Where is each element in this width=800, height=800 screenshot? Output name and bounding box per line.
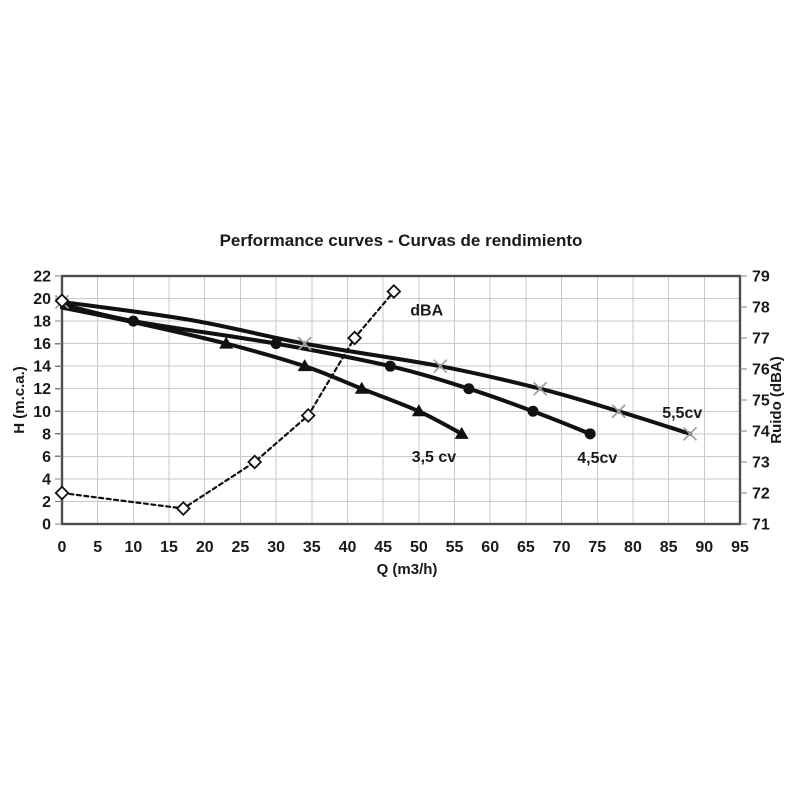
series-label-noise-dba: dBA	[410, 302, 443, 319]
x-tick-label: 20	[196, 539, 214, 556]
x-tick-label: 40	[339, 539, 357, 556]
y-left-tick-label: 6	[42, 449, 51, 466]
triangle-marker	[411, 404, 426, 417]
plot-frame	[60, 274, 742, 526]
chart-title: Performance curves - Curvas de rendimien…	[220, 231, 583, 250]
x-tick-label: 25	[232, 539, 250, 556]
circle-marker	[584, 428, 596, 440]
x-tick-label: 80	[624, 539, 642, 556]
y-left-tick-label: 16	[33, 336, 51, 353]
x-tick-label: 45	[374, 539, 392, 556]
series-line-pump-5-5cv	[60, 299, 692, 436]
y-right-tick-label: 75	[752, 393, 770, 410]
y-left-axis-title: H (m.c.a.)	[11, 366, 28, 434]
x-tick-label: 5	[93, 539, 102, 556]
diamond-marker	[54, 293, 70, 309]
x-marker	[611, 404, 626, 419]
x-tick-label: 50	[410, 539, 428, 556]
circle-marker	[127, 315, 139, 327]
x-tick-label: 15	[160, 539, 178, 556]
diamond-marker	[175, 501, 191, 516]
gridlines	[62, 276, 740, 524]
y-right-tick-label: 77	[752, 331, 770, 348]
y-left-tick-label: 18	[33, 314, 51, 331]
series-pump-5-5cv	[60, 299, 692, 436]
diamond-marker	[247, 454, 263, 470]
start-marker	[54, 293, 70, 309]
x-tick-label: 35	[303, 539, 321, 556]
diamond-marker	[347, 330, 363, 346]
x-tick-label: 55	[446, 539, 464, 556]
y-right-axis-title: Ruido (dBA)	[768, 356, 785, 443]
triangle-marker	[354, 381, 369, 394]
x-marker	[433, 359, 448, 374]
tick-labels: 0 2 4 6 8 10 12 14 16 18 20 22 71 72 73 74 75 76 77 78 79 0 5 1…	[33, 269, 770, 557]
y-right-tick-label: 76	[752, 362, 770, 379]
y-right-tick-label: 73	[752, 455, 770, 472]
series-label-pump-3-5cv: 3,5 cv	[412, 449, 457, 466]
series-noise-dba	[60, 290, 395, 510]
x-marker	[682, 426, 698, 441]
y-right-tick-label: 74	[752, 424, 770, 441]
y-left-tick-label: 10	[33, 404, 51, 421]
x-axis-title: Q (m3/h)	[377, 561, 438, 578]
x-tick-label: 65	[517, 539, 535, 556]
y-left-tick-label: 8	[42, 426, 51, 443]
x-tick-label: 85	[660, 539, 678, 556]
series-line-noise-dba	[60, 290, 395, 510]
triangle-marker	[454, 426, 469, 439]
y-left-tick-label: 22	[33, 269, 51, 286]
series-markers-noise-dba	[54, 284, 402, 516]
x-tick-label: 10	[124, 539, 142, 556]
circle-marker	[270, 338, 282, 350]
x-tick-label: 95	[731, 539, 749, 556]
triangle-marker	[219, 336, 234, 349]
circle-marker	[463, 383, 475, 395]
x-tick-label: 60	[481, 539, 499, 556]
y-right-tick-label: 71	[752, 517, 770, 534]
series-markers-pump-3-5cv	[219, 336, 469, 439]
y-left-tick-label: 2	[42, 494, 51, 511]
diamond-marker	[386, 284, 402, 299]
series-markers-pump-5-5cv	[54, 294, 698, 441]
x-tick-label: 90	[695, 539, 713, 556]
series-pump-4-5cv	[60, 302, 593, 436]
y-right-tick-label: 72	[752, 486, 770, 503]
y-left-tick-label: 12	[33, 381, 51, 398]
x-marker	[297, 336, 312, 351]
x-tick-label: 75	[588, 539, 606, 556]
circle-marker	[384, 360, 396, 372]
y-right-tick-label: 78	[752, 300, 770, 317]
x-tick-label: 0	[58, 539, 67, 556]
series-label-pump-4-5cv: 4,5cv	[577, 450, 617, 467]
x-tick-label: 70	[553, 539, 571, 556]
diamond-marker	[300, 408, 316, 423]
plot-area: 0 2 4 6 8 10 12 14 16 18 20 22 71 72 73 74 75 76 77 78 79 0 5 1…	[33, 269, 770, 557]
x-tick-label: 30	[267, 539, 285, 556]
series-label-pump-5-5cv: 5,5cv	[662, 405, 702, 422]
diamond-marker	[54, 485, 70, 501]
y-left-tick-label: 4	[42, 471, 51, 488]
y-left-tick-label: 20	[33, 291, 51, 308]
y-left-tick-label: 0	[42, 517, 51, 534]
series-line-pump-4-5cv	[60, 302, 593, 436]
y-left-tick-label: 14	[33, 359, 51, 376]
triangle-marker	[297, 359, 312, 372]
series-markers-pump-4-5cv	[127, 315, 596, 440]
x-marker	[533, 381, 548, 396]
circle-marker	[527, 405, 539, 417]
y-right-tick-label: 79	[752, 269, 770, 286]
